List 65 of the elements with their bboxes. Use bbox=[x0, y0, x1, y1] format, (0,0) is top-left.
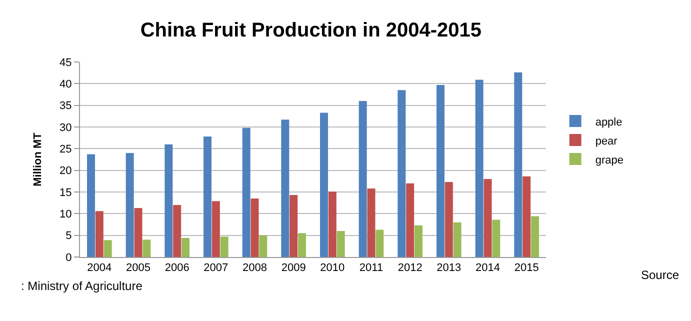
bar bbox=[484, 179, 492, 257]
y-tick-label: 25 bbox=[60, 144, 72, 156]
bar bbox=[104, 240, 112, 257]
y-tick-label: 10 bbox=[60, 208, 72, 221]
bar bbox=[87, 154, 95, 257]
y-axis-title: Million MT bbox=[32, 132, 44, 186]
bar bbox=[398, 90, 406, 257]
x-tick-label: 2013 bbox=[436, 262, 462, 274]
bar bbox=[212, 201, 220, 257]
bar bbox=[298, 233, 306, 257]
bar bbox=[376, 230, 384, 257]
bar bbox=[436, 84, 444, 257]
chart-title: China Fruit Production in 2004-2015 bbox=[140, 19, 482, 42]
bar bbox=[142, 240, 151, 257]
bar bbox=[281, 120, 290, 257]
x-tick-label: 2014 bbox=[476, 262, 500, 274]
x-tick-label: 2007 bbox=[204, 262, 228, 274]
bar bbox=[531, 216, 539, 257]
bar bbox=[453, 222, 462, 257]
bar bbox=[220, 236, 228, 257]
y-tick-label: 15 bbox=[60, 186, 72, 199]
bar bbox=[164, 144, 173, 257]
bar bbox=[336, 231, 345, 257]
bar bbox=[259, 235, 268, 257]
bar bbox=[514, 72, 522, 257]
legend-label: pear bbox=[595, 135, 618, 148]
y-tick-label: 20 bbox=[60, 165, 72, 178]
bar bbox=[414, 225, 422, 257]
bar bbox=[250, 198, 259, 257]
y-tick-label: 30 bbox=[60, 122, 72, 134]
bar bbox=[182, 238, 190, 257]
y-tick-label: 45 bbox=[60, 56, 72, 69]
bar bbox=[126, 153, 134, 257]
bar bbox=[406, 183, 414, 257]
x-tick-label: 2009 bbox=[281, 262, 306, 274]
text: Source bbox=[641, 268, 680, 282]
bar bbox=[475, 80, 484, 257]
bar bbox=[204, 136, 212, 257]
x-tick-label: 2012 bbox=[398, 262, 422, 274]
x-tick-label: 2008 bbox=[242, 262, 267, 274]
bar bbox=[522, 176, 531, 257]
legend-label: apple bbox=[595, 116, 622, 128]
y-tick-label: 0 bbox=[66, 252, 72, 264]
bar bbox=[444, 182, 453, 257]
x-tick-label: 2005 bbox=[126, 262, 150, 274]
legend-label: grape bbox=[595, 154, 624, 166]
x-tick-label: 2006 bbox=[164, 262, 190, 274]
bar bbox=[242, 128, 250, 257]
y-tick-label: 40 bbox=[60, 78, 72, 91]
y-tick-label: 35 bbox=[60, 100, 72, 112]
bar bbox=[320, 112, 328, 257]
x-tick-label: 2004 bbox=[87, 262, 112, 274]
x-tick-label: 2010 bbox=[320, 262, 345, 274]
bar bbox=[367, 188, 376, 257]
bar bbox=[328, 192, 336, 257]
x-tick-label: 2011 bbox=[359, 262, 384, 274]
text: : Ministry of Agriculture bbox=[21, 279, 143, 293]
y-tick-label: 5 bbox=[66, 230, 72, 242]
bar bbox=[173, 205, 182, 257]
bar bbox=[492, 220, 500, 257]
x-tick-label: 2015 bbox=[514, 262, 539, 274]
bar bbox=[290, 195, 298, 257]
bar bbox=[95, 211, 104, 257]
bar bbox=[134, 208, 142, 257]
bar bbox=[358, 101, 367, 257]
